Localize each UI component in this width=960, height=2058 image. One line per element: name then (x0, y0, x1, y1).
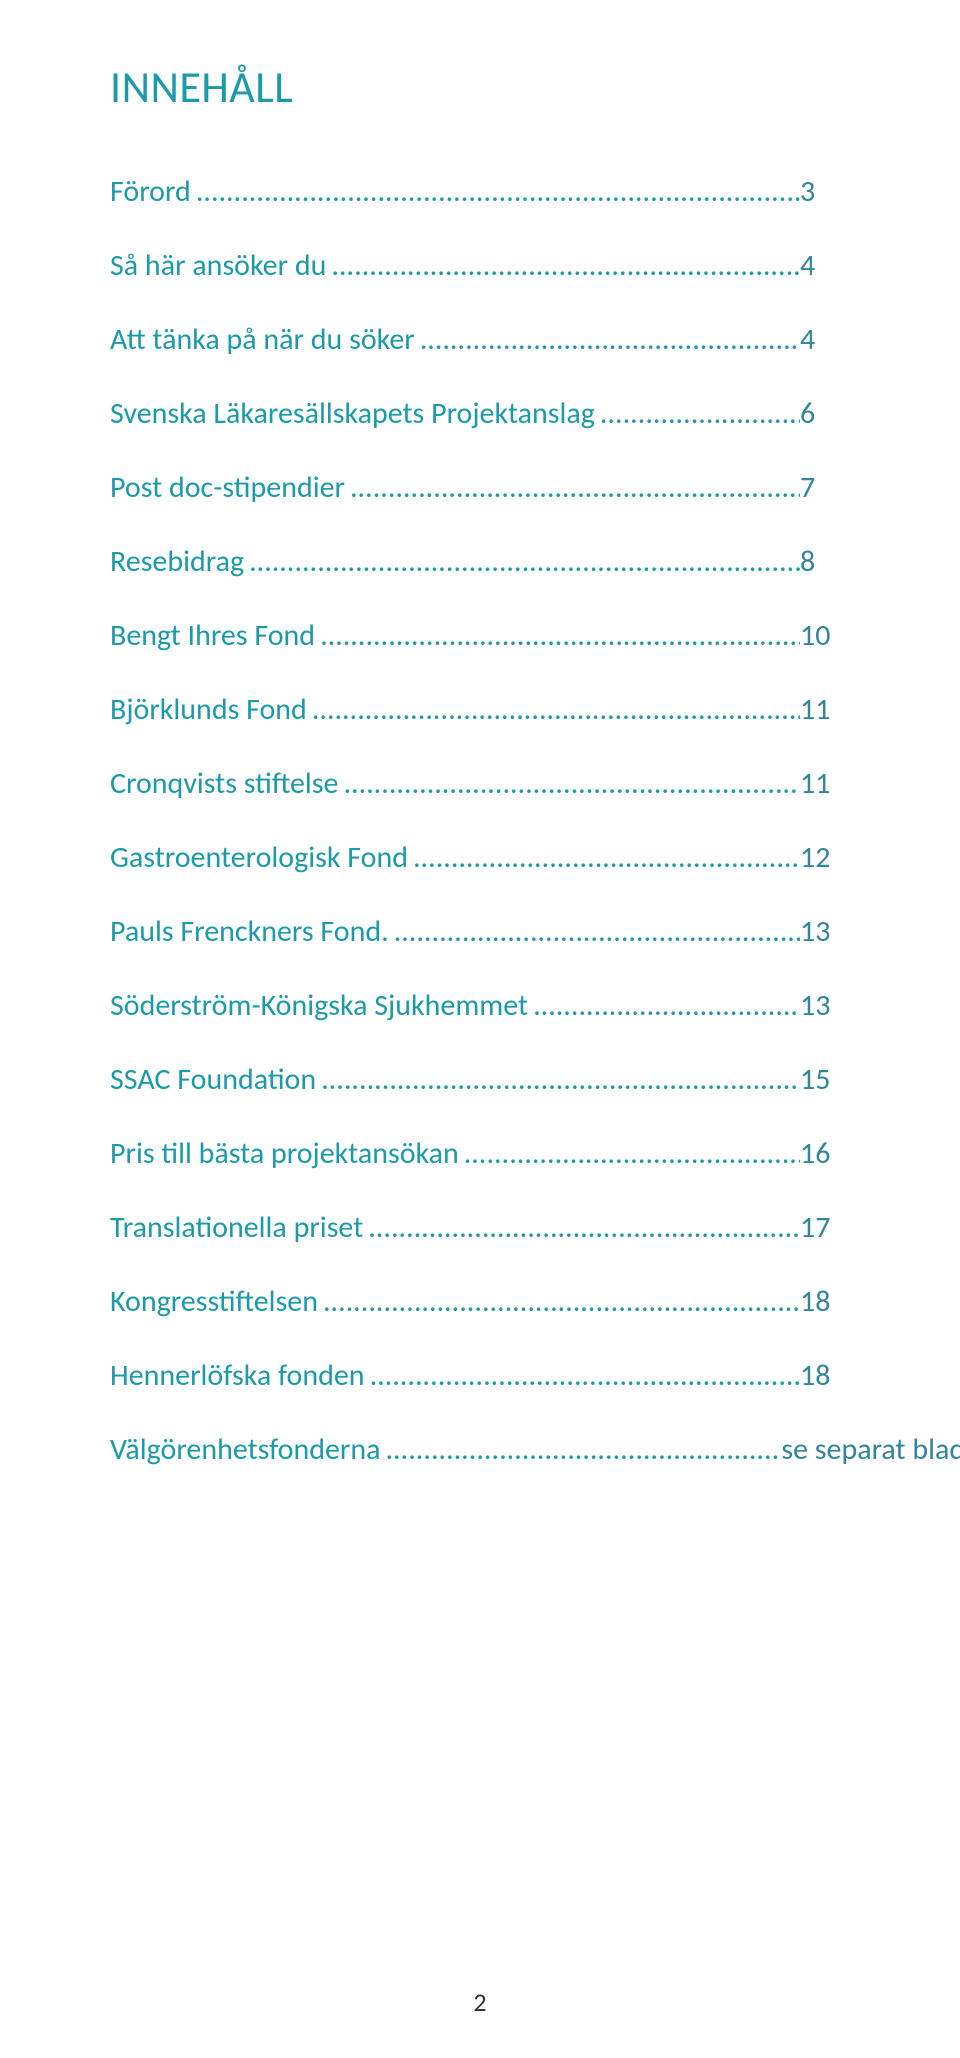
toc-leader: …………………………………………………………………………………………………………… (408, 840, 800, 876)
toc-page-text: 16 (800, 1135, 830, 1172)
toc-row: Bengt Ihres Fond………………………………………………………………… (110, 618, 860, 654)
toc-leader: …………………………………………………………………………………………………………… (365, 1358, 800, 1394)
toc-page-number: 4 (800, 322, 860, 358)
toc-page-number: 4 (800, 248, 860, 284)
toc-leader: ………………………………………………………………………………………………………… (381, 1432, 782, 1468)
toc-page-text: 3 (800, 173, 815, 210)
toc-label: Resebidrag (110, 544, 244, 580)
toc-page-text: 15 (800, 1061, 830, 1098)
toc-heading: INNEHÅLL (110, 60, 860, 114)
toc-page-text: 11 (800, 691, 830, 728)
toc-row: Pauls Frenckners Fond.………………………………………………… (110, 914, 860, 950)
toc-leader: ………………………………………………………………………………………………………… (244, 544, 800, 580)
toc-row: Pris till bästa projektansökan…………………………… (110, 1136, 860, 1172)
toc-page-number: 15 (800, 1062, 860, 1098)
toc-leader: …………………………………………………………………………………………………………… (595, 396, 800, 432)
toc-row: Gastroenterologisk Fond……………………………………………… (110, 840, 860, 876)
toc-row: Så här ansöker du……………………………………………………………… (110, 248, 860, 284)
page-number-footer: 2 (0, 1986, 960, 2018)
toc-page-text: 17 (800, 1209, 830, 1246)
toc-page-number: 7 (800, 470, 860, 506)
toc-page-text: 11 (800, 765, 830, 802)
toc-leader: ………………………………………………………………………………………………………… (415, 322, 800, 358)
toc-page-number: 17 (800, 1210, 860, 1246)
toc-page-text: 4 (800, 321, 815, 358)
toc-label: Att tänka på när du söker (110, 322, 415, 358)
toc-page-text: 4 (800, 247, 815, 284)
toc-leader: …………………………………………………………………………………………………………… (307, 692, 800, 728)
toc-row: Translationella priset………………………………………………… (110, 1210, 860, 1246)
toc-row: Svenska Läkaresällskapets Projektanslag…… (110, 396, 860, 432)
toc-page-number: 6 (800, 396, 860, 432)
toc-label: Bengt Ihres Fond (110, 618, 315, 654)
table-of-contents: Förord…………………………………………………………………………………………… (110, 174, 860, 1468)
toc-label: Hennerlöfska fonden (110, 1358, 365, 1394)
toc-leader: …………………………………………………………………………………………………………… (315, 618, 800, 654)
toc-page-number: 13 (800, 914, 860, 950)
toc-page-number: 3 (800, 174, 860, 210)
toc-row: SSAC Foundation…………………………………………………………………… (110, 1062, 860, 1098)
toc-row: Söderström-Königska Sjukhemmet…………………………… (110, 988, 860, 1024)
toc-leader: …………………………………………………………………………………………………………… (316, 1062, 800, 1098)
toc-label: Så här ansöker du (110, 248, 326, 284)
toc-page-number: 11 (800, 766, 860, 802)
toc-label: Välgörenhetsfonderna (110, 1432, 381, 1468)
toc-label: Translationella priset (110, 1210, 363, 1246)
toc-page-text: se separat blad (781, 1431, 960, 1468)
toc-row: Resebidrag………………………………………………………………………………… (110, 544, 860, 580)
toc-leader: ………………………………………………………………………………………………………… (363, 1210, 800, 1246)
toc-row: Cronqvists stiftelse……………………………………………………… (110, 766, 860, 802)
toc-row: Välgörenhetsfonderna……………………………………………………… (110, 1432, 860, 1468)
toc-label: Post doc-stipendier (110, 470, 345, 506)
toc-page-number: 8 (800, 544, 860, 580)
toc-leader: ………………………………………………………………………………………………………… (318, 1284, 800, 1320)
toc-page-number: se separat blad (781, 1432, 860, 1468)
toc-page-text: 13 (800, 913, 830, 950)
toc-label: Cronqvists stiftelse (110, 766, 338, 802)
toc-row: Att tänka på när du söker………………………………………… (110, 322, 860, 358)
toc-page-text: 18 (800, 1357, 830, 1394)
toc-page-number: 16 (800, 1136, 860, 1172)
toc-leader: ………………………………………………………………………………………………………… (326, 248, 800, 284)
toc-page-text: 8 (800, 543, 815, 580)
toc-label: Pris till bästa projektansökan (110, 1136, 459, 1172)
toc-row: Förord…………………………………………………………………………………………… (110, 174, 860, 210)
toc-page-number: 12 (800, 840, 860, 876)
toc-leader: …………………………………………………………………………………………………………… (345, 470, 800, 506)
toc-label: Pauls Frenckners Fond. (110, 914, 389, 950)
toc-page-text: 10 (800, 617, 830, 654)
toc-page-number: 10 (800, 618, 860, 654)
toc-page-number: 11 (800, 692, 860, 728)
toc-label: Kongresstiftelsen (110, 1284, 318, 1320)
toc-page-text: 12 (800, 839, 830, 876)
toc-row: Björklunds Fond…………………………………………………………………… (110, 692, 860, 728)
toc-page-number: 13 (800, 988, 860, 1024)
toc-leader: …………………………………………………………………………………………………………… (459, 1136, 800, 1172)
toc-label: Söderström-Königska Sjukhemmet (110, 988, 528, 1024)
toc-page-text: 7 (800, 469, 815, 506)
toc-leader: …………………………………………………………………………………………………………… (389, 914, 800, 950)
toc-label: Björklunds Fond (110, 692, 307, 728)
toc-page-number: 18 (800, 1358, 860, 1394)
toc-label: Svenska Läkaresällskapets Projektanslag (110, 396, 595, 432)
toc-page-number: 18 (800, 1284, 860, 1320)
toc-row: Hennerlöfska fonden………………………………………………………… (110, 1358, 860, 1394)
toc-label: Gastroenterologisk Fond (110, 840, 408, 876)
toc-page-text: 13 (800, 987, 830, 1024)
toc-row: Kongresstiftelsen……………………………………………………………… (110, 1284, 860, 1320)
toc-leader: …………………………………………………………………………………………………………… (528, 988, 800, 1024)
toc-page-text: 6 (800, 395, 815, 432)
document-page: INNEHÅLL Förord…………………………………………………………………… (0, 0, 960, 2058)
toc-page-text: 18 (800, 1283, 830, 1320)
toc-label: Förord (110, 174, 191, 210)
toc-leader: ………………………………………………………………………………………………………… (338, 766, 800, 802)
toc-leader: …………………………………………………………………………………………………………… (191, 174, 800, 210)
toc-label: SSAC Foundation (110, 1062, 316, 1098)
toc-row: Post doc-stipendier………………………………………………………… (110, 470, 860, 506)
